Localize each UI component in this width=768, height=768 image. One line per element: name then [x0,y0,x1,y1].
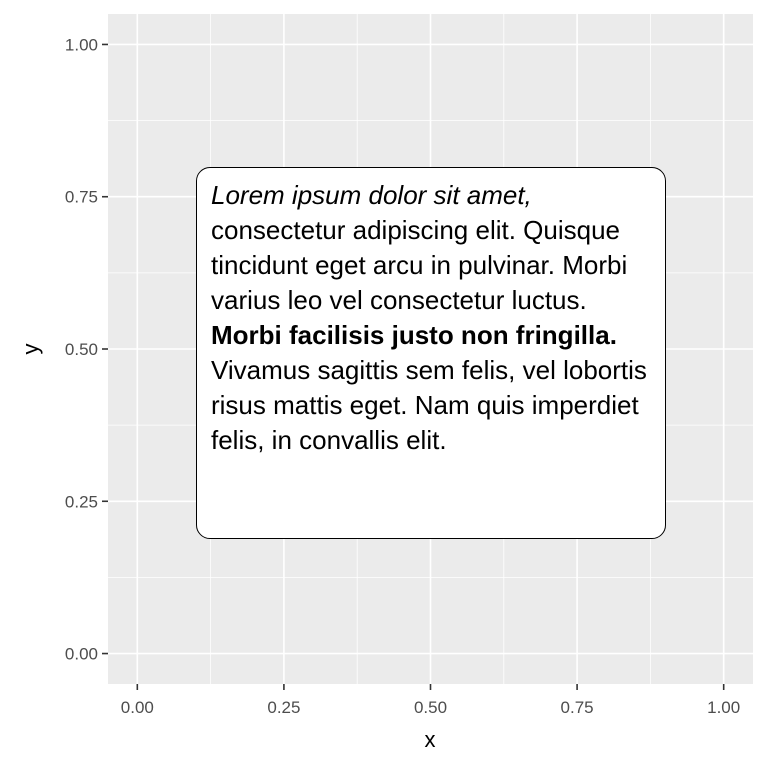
x-tick-label: 0.25 [267,698,300,717]
x-tick-label: 0.75 [561,698,594,717]
y-tick-label: 0.00 [65,645,98,664]
annotation-bold-text: Morbi facilisis justo non fringilla. [211,320,617,350]
x-tick-label: 0.50 [414,698,447,717]
y-tick-label: 0.50 [65,340,98,359]
annotation-plain-text-1: consectetur adipiscing elit. Quisque tin… [211,215,628,315]
annotation-plain-text-2: Vivamus sagittis sem felis, vel lobortis… [211,355,647,455]
y-axis: 0.00 0.25 0.50 0.75 1.00 [65,35,108,664]
x-axis-title: x [425,727,436,752]
x-tick-label: 1.00 [707,698,740,717]
y-tick-label: 0.75 [65,188,98,207]
text-annotation-box: Lorem ipsum dolor sit amet, consectetur … [196,167,666,539]
x-axis: 0.00 0.25 0.50 0.75 1.00 [121,684,740,717]
y-tick-label: 1.00 [65,35,98,54]
y-axis-title: y [18,344,43,355]
y-tick-label: 0.25 [65,492,98,511]
x-tick-label: 0.00 [121,698,154,717]
annotation-italic-text: Lorem ipsum dolor sit amet, [211,180,532,210]
